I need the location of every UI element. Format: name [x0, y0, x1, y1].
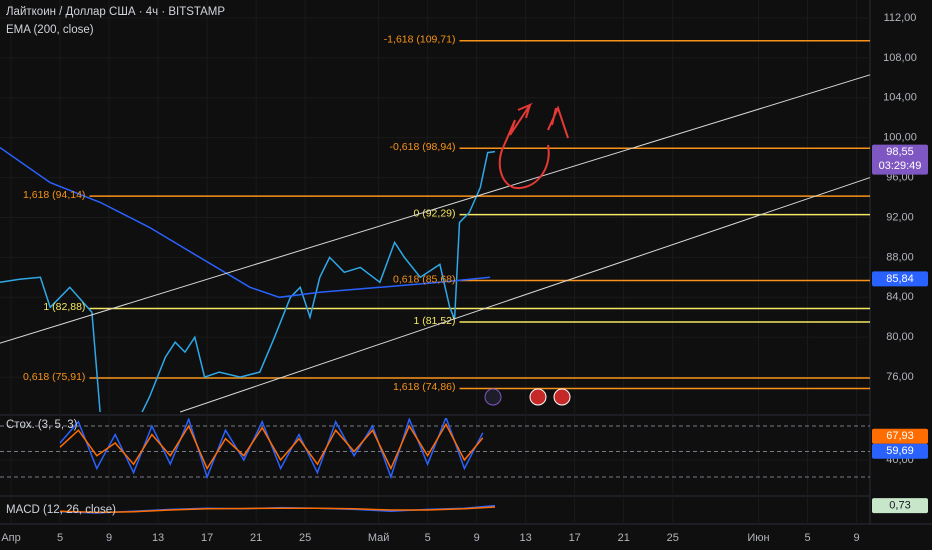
pane [59, 504, 496, 514]
series-line [59, 506, 496, 514]
y-tick-label: 112,00 [884, 12, 917, 24]
level-label: 0,618 (85,68) [393, 273, 455, 285]
y-tick-label: 108,00 [883, 52, 917, 64]
price-badge-label: 0,73 [889, 500, 910, 512]
x-tick-label: 5 [57, 532, 63, 544]
x-tick-label: Июн [747, 532, 769, 544]
y-tick-label: 104,00 [883, 92, 917, 104]
y-tick-label: 88,00 [886, 251, 914, 263]
x-tick-label: 17 [201, 532, 213, 544]
x-tick-label: 25 [667, 532, 679, 544]
drawn-arrow [498, 144, 550, 190]
y-tick-label: 92,00 [886, 211, 914, 223]
indicator-title: EMA (200, close) [6, 24, 94, 36]
indicator-title: Стох. (3, 5, 3) [6, 419, 78, 431]
x-tick-label: 9 [106, 532, 112, 544]
drawn-arrow [501, 102, 533, 151]
symbol-title: Лайткоин / Доллар США · 4ч · BITSTAMP [6, 6, 225, 18]
event-icon[interactable] [529, 388, 547, 406]
y-tick-label: 80,00 [886, 331, 914, 343]
x-tick-label: Май [368, 532, 390, 544]
x-tick-label: 9 [474, 532, 480, 544]
x-tick-label: 21 [618, 532, 630, 544]
level-label: 1 (81,52) [413, 315, 455, 327]
y-tick-label: 76,00 [886, 371, 914, 383]
trend-line [0, 74, 871, 344]
x-tick-label: 9 [853, 532, 859, 544]
price-badge [872, 498, 928, 514]
series-line [0, 146, 491, 299]
event-icon[interactable] [553, 388, 571, 406]
pane [0, 418, 870, 480]
x-tick-label: 5 [425, 532, 431, 544]
x-tick-label: 25 [299, 532, 311, 544]
level-label: 0,618 (75,91) [23, 371, 85, 383]
trend-line [179, 177, 871, 413]
price-badge-label: 85,84 [886, 273, 914, 285]
price-badge [872, 428, 928, 444]
price-badge-label: 59,69 [886, 445, 914, 457]
drawn-arrow [547, 105, 569, 139]
level-label: 1 (82,88) [43, 301, 85, 313]
x-tick-label: 5 [804, 532, 810, 544]
series-line [59, 422, 484, 471]
price-badge [872, 271, 928, 287]
level-label: 0 (92,29) [413, 207, 455, 219]
x-tick-label: 21 [250, 532, 262, 544]
pane [0, 17, 870, 412]
x-tick-label: 13 [152, 532, 164, 544]
countdown-label: 03:29:49 [879, 160, 922, 172]
price-badge [872, 144, 928, 175]
x-tick-label: Апр [1, 532, 20, 544]
level-label: 1,618 (94,14) [23, 189, 85, 201]
series-line [0, 150, 496, 412]
y-tick-label: 100,00 [883, 132, 917, 144]
y-tick-label: 84,00 [886, 291, 914, 303]
price-badge-label: 98,55 [886, 146, 914, 158]
x-tick-label: 13 [520, 532, 532, 544]
price-badge [872, 443, 928, 459]
level-label: -1,618 (109,71) [384, 34, 456, 46]
level-label: -0,618 (98,94) [390, 141, 456, 153]
event-icon[interactable] [484, 388, 502, 406]
price-badge-label: 67,93 [886, 430, 914, 442]
level-label: 1,618 (74,86) [393, 381, 455, 393]
indicator-title: MACD (12, 26, close) [6, 504, 116, 516]
x-tick-label: 17 [569, 532, 581, 544]
